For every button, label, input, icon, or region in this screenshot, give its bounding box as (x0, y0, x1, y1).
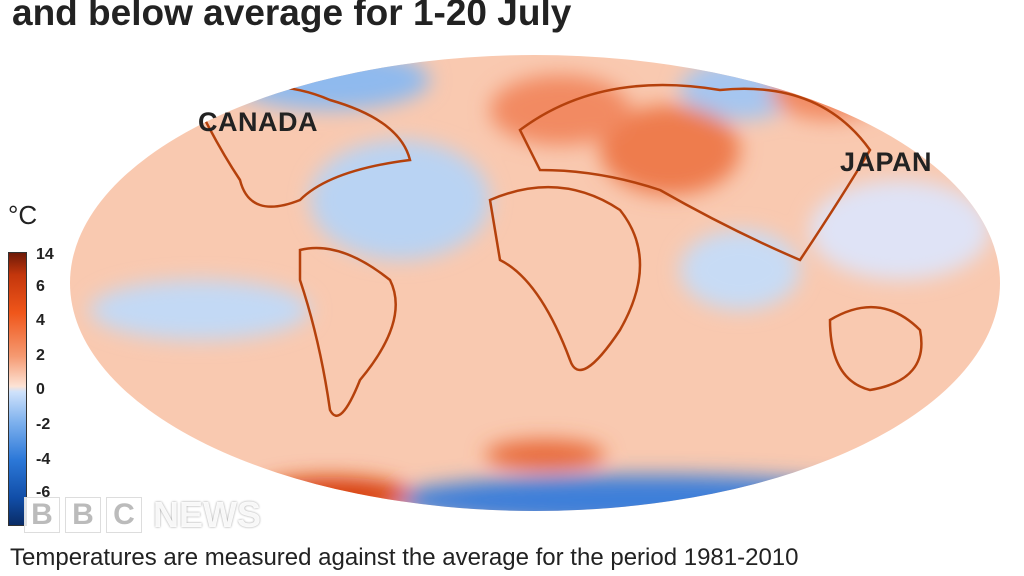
logo-news: NEWS (153, 494, 261, 535)
legend-tick: -2 (36, 416, 51, 433)
legend-unit: °C (8, 200, 38, 230)
logo-letter: B (65, 497, 101, 533)
legend-tick: 14 (36, 246, 54, 263)
warm-anomaly-central-asia (600, 105, 740, 195)
legend-tick: 4 (36, 312, 45, 329)
coastlines (198, 83, 923, 417)
legend-tick: 6 (36, 278, 45, 295)
legend-tick: -4 (36, 451, 51, 468)
chart-title: and below average for 1-20 July (12, 0, 572, 33)
legend-tick: 0 (36, 381, 45, 398)
cool-anomaly-antarctic (390, 475, 910, 511)
warm-anomaly-south-atlantic (485, 440, 605, 470)
logo-letter: B (24, 497, 60, 533)
warm-anomaly-antarctic (250, 477, 410, 511)
logo-letter: C (106, 497, 142, 533)
legend-tick: -6 (36, 484, 51, 501)
legend-color-bar (8, 252, 27, 526)
warm-anomaly-europe (490, 75, 630, 145)
legend-tick: 2 (36, 347, 45, 364)
cool-anomaly-pacific (90, 280, 310, 340)
bbc-news-logo: B B C NEWS (24, 494, 261, 536)
caption: Temperatures are measured against the av… (10, 544, 799, 571)
map-label-canada: CANADA (198, 107, 318, 137)
cool-anomaly-indian (680, 230, 800, 310)
map-label-japan: JAPAN (840, 147, 933, 177)
cool-anomaly-atlantic (310, 140, 490, 260)
cool-anomaly-westpac (810, 180, 990, 280)
